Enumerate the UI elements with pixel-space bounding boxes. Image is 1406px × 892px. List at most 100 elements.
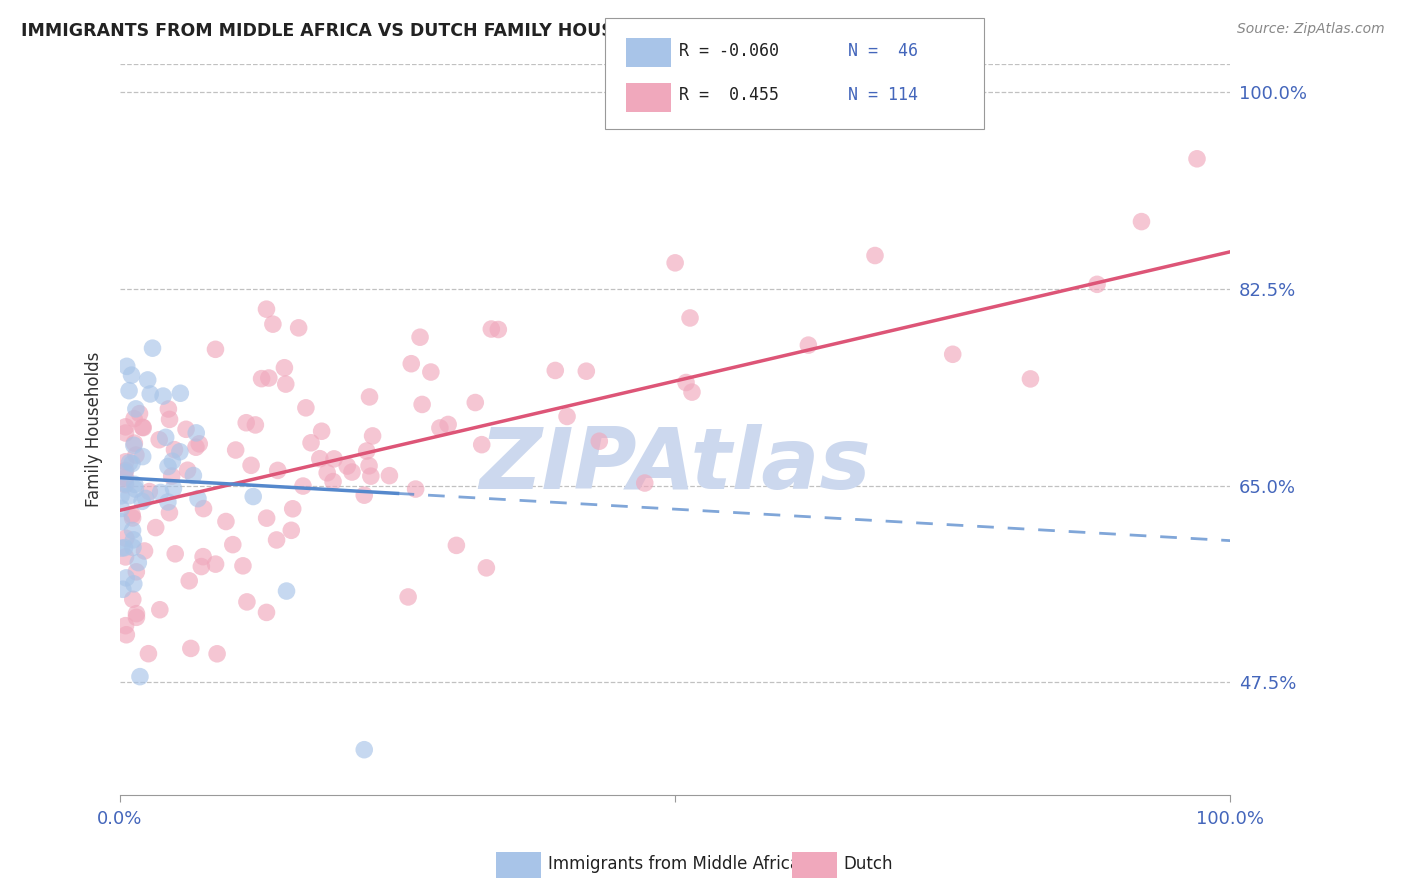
Point [353,488,375,502]
Text: R = -0.060: R = -0.060 [679,42,779,60]
Point [274,377,297,392]
Point [555,409,578,424]
Point [257,371,280,385]
Point [149,485,172,500]
Text: Source: ZipAtlas.com: Source: ZipAtlas.com [1237,22,1385,37]
Point [316,466,339,480]
Point [1019,372,1042,386]
Point [122,411,145,425]
Point [114,476,136,491]
Point [114,425,136,440]
Point [159,412,181,426]
Point [114,463,136,477]
Point [405,482,427,496]
Point [115,359,138,374]
Point [322,475,344,489]
Point [356,444,378,458]
Point [110,489,132,503]
Point [145,520,167,534]
Point [149,603,172,617]
Point [232,558,254,573]
Text: Immigrants from Middle Africa: Immigrants from Middle Africa [548,855,800,873]
Text: Dutch: Dutch [844,855,893,873]
Point [486,322,509,336]
Point [544,363,567,377]
Point [157,402,180,417]
Point [357,458,380,473]
Point [174,422,197,436]
Point [188,437,211,451]
Point [204,557,226,571]
Point [664,256,686,270]
Point [165,547,187,561]
Point [679,310,702,325]
Point [225,443,247,458]
Point [110,515,132,529]
Point [464,395,486,409]
Point [129,670,152,684]
Point [179,574,201,588]
Point [242,490,264,504]
Point [336,459,359,474]
Point [138,484,160,499]
Point [124,477,146,491]
Point [446,538,468,552]
Point [236,595,259,609]
Point [287,321,309,335]
Point [292,479,315,493]
Point [186,425,208,440]
Point [124,436,146,450]
Point [122,438,145,452]
Point [136,373,159,387]
Point [159,506,181,520]
Point [184,440,207,454]
Point [299,435,322,450]
Point [396,590,419,604]
Point [122,577,145,591]
Point [121,508,143,522]
Point [125,448,148,462]
Point [256,302,278,317]
Point [240,458,263,473]
Point [471,437,494,451]
Point [125,401,148,416]
Point [139,387,162,401]
Point [222,538,245,552]
Point [340,465,363,479]
Point [311,424,333,438]
Point [205,647,228,661]
Point [114,618,136,632]
Point [1130,214,1153,228]
Point [190,559,212,574]
Point [134,544,156,558]
Point [245,417,267,432]
Point [115,628,138,642]
Point [863,248,886,262]
Point [155,430,177,444]
Point [122,541,145,555]
Point [169,386,191,401]
Point [131,420,153,434]
Point [148,433,170,447]
Point [138,647,160,661]
Point [266,533,288,547]
Point [353,742,375,756]
Point [125,610,148,624]
Point [114,471,136,485]
Text: IMMIGRANTS FROM MIDDLE AFRICA VS DUTCH FAMILY HOUSEHOLDS CORRELATION CHART: IMMIGRANTS FROM MIDDLE AFRICA VS DUTCH F… [21,22,908,40]
Point [110,541,132,556]
Text: N =  46: N = 46 [848,42,918,60]
Point [1085,277,1108,292]
Point [121,524,143,538]
Point [429,421,451,435]
Point [114,531,136,545]
Point [675,376,697,390]
Point [121,511,143,525]
Point [437,417,460,432]
Point [124,482,146,496]
Point [419,365,441,379]
Point [114,477,136,491]
Point [118,384,141,398]
Point [115,571,138,585]
Point [187,491,209,506]
